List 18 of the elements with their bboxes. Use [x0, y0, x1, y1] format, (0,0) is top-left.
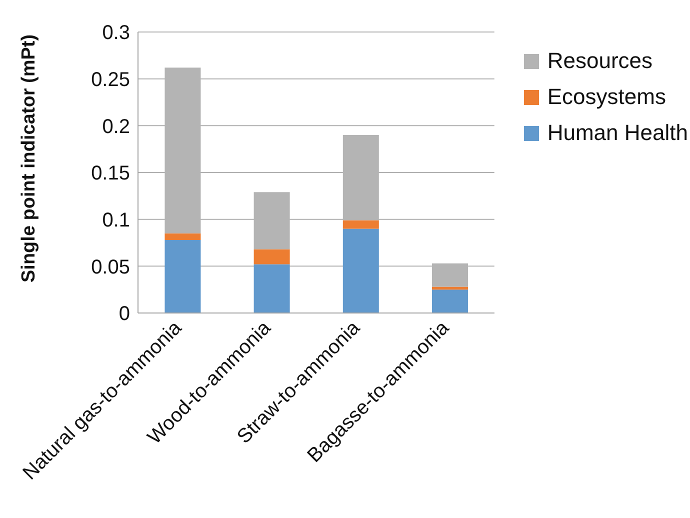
- bar: [164, 240, 201, 313]
- bar: [254, 264, 290, 313]
- y-tick-label: 0.2: [102, 116, 130, 138]
- legend-label: Human Health: [547, 120, 688, 146]
- y-tick-label: 0.15: [91, 162, 130, 185]
- bar: [432, 290, 468, 313]
- legend-label: Resources: [547, 48, 653, 74]
- y-tick-label: 0.3: [102, 22, 130, 44]
- y-tick-label: 0.1: [102, 209, 130, 232]
- bar: [342, 220, 379, 229]
- legend-label: Ecosystems: [547, 84, 666, 110]
- y-axis-title: Single point indicator (mPt): [18, 34, 40, 282]
- bar: [164, 233, 201, 240]
- y-tick-label: 0: [118, 303, 130, 326]
- bar: [342, 228, 379, 313]
- y-tick-label: 0.25: [91, 68, 130, 91]
- y-tick-label: 0.05: [91, 256, 130, 278]
- bar: [254, 249, 290, 264]
